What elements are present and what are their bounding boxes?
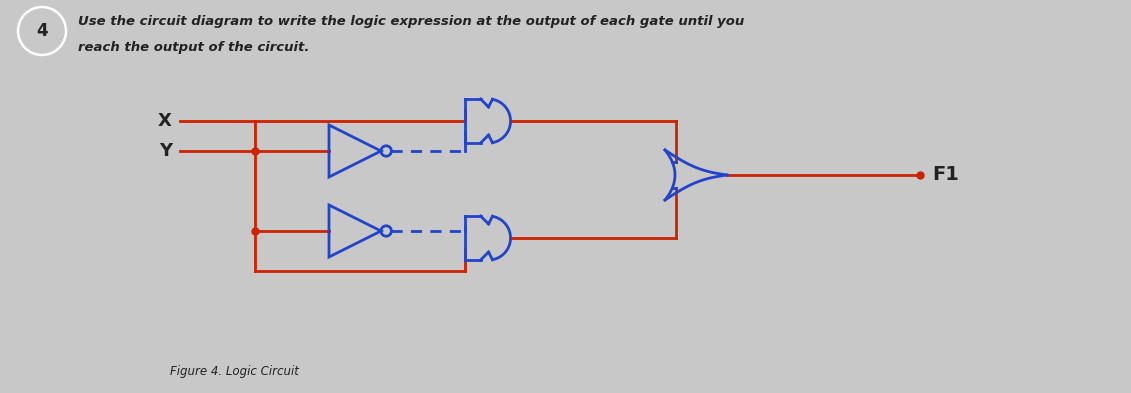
- Text: Y: Y: [158, 142, 172, 160]
- Text: 4: 4: [36, 22, 48, 40]
- Text: X: X: [158, 112, 172, 130]
- Text: F1: F1: [932, 165, 959, 184]
- Text: Use the circuit diagram to write the logic expression at the output of each gate: Use the circuit diagram to write the log…: [78, 15, 744, 28]
- Text: reach the output of the circuit.: reach the output of the circuit.: [78, 40, 310, 53]
- Text: Figure 4. Logic Circuit: Figure 4. Logic Circuit: [170, 364, 299, 378]
